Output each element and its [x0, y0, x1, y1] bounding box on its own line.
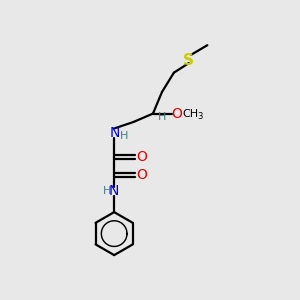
- Text: 3: 3: [197, 112, 203, 121]
- Text: O: O: [136, 168, 147, 182]
- Text: H: H: [158, 112, 166, 122]
- Text: S: S: [183, 52, 194, 68]
- Text: H: H: [119, 131, 128, 141]
- Text: CH: CH: [183, 109, 199, 118]
- Text: N: N: [110, 126, 120, 140]
- Text: O: O: [171, 106, 182, 121]
- Text: H: H: [103, 186, 111, 196]
- Text: N: N: [109, 184, 119, 198]
- Text: O: O: [136, 150, 147, 164]
